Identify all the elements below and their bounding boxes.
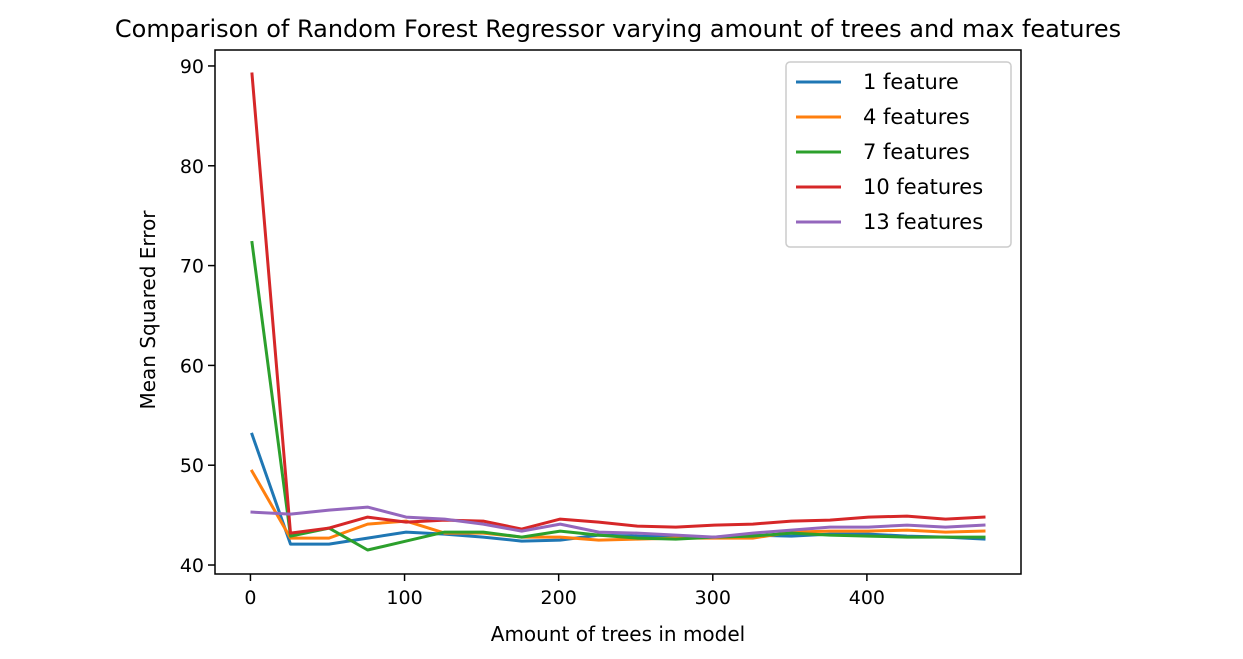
series-line-5	[250, 505, 986, 539]
legend-label: 7 features	[863, 140, 970, 164]
series-layer	[249, 72, 986, 552]
x-tick-label: 400	[849, 587, 885, 609]
x-tick-label: 300	[695, 587, 731, 609]
series-line-2	[249, 469, 986, 542]
ticks-layer: 0 100 200 300 400 40 50 60 70 80 90	[180, 56, 885, 609]
x-tick-label: 200	[541, 587, 577, 609]
legend-label: 1 feature	[863, 70, 959, 94]
series-line-4	[250, 72, 986, 535]
x-tick-label: 100	[386, 587, 422, 609]
series-line-3	[250, 240, 986, 552]
x-tick-label: 0	[244, 587, 256, 609]
y-tick-label: 50	[180, 455, 204, 477]
y-tick-label: 80	[180, 156, 204, 178]
legend: 1 feature 4 features 7 features 10 features…	[785, 61, 1012, 248]
y-tick-label: 60	[180, 355, 204, 377]
y-tick-label: 70	[180, 256, 204, 278]
chart-title: Comparison of Random Forest Regressor va…	[115, 15, 1121, 43]
legend-label: 13 features	[863, 210, 983, 234]
legend-label: 4 features	[863, 105, 970, 129]
x-axis-label: Amount of trees in model	[491, 622, 745, 646]
y-axis-label: Mean Squared Error	[136, 210, 160, 410]
y-tick-label: 40	[180, 555, 204, 577]
y-tick-label: 90	[180, 56, 204, 78]
legend-box	[785, 61, 1012, 248]
legend-label: 10 features	[863, 175, 983, 199]
plot-frame	[214, 49, 1022, 575]
